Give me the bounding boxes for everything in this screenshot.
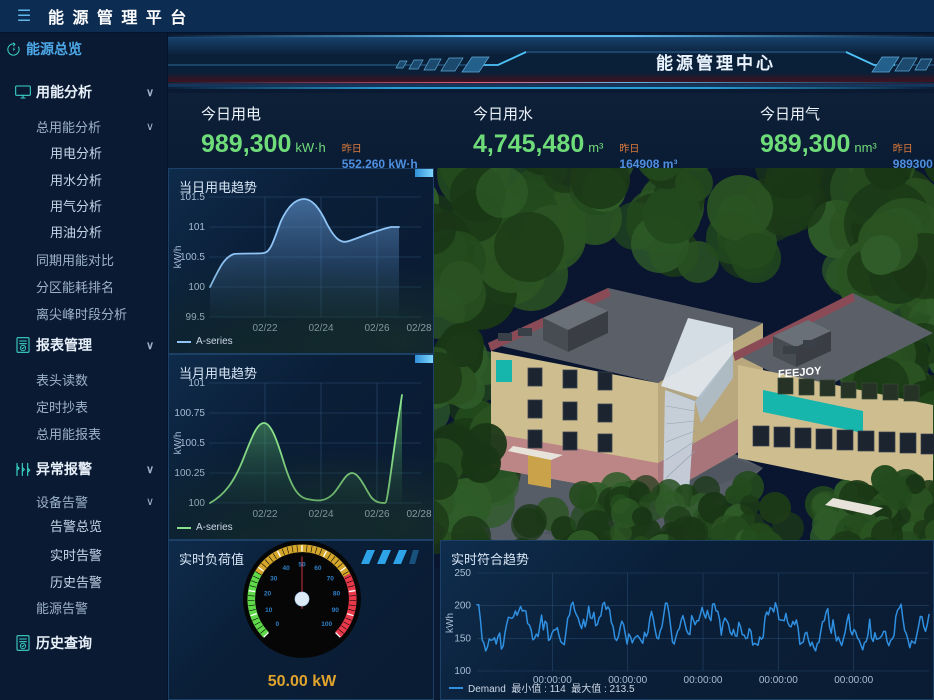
svg-text:250: 250 bbox=[454, 568, 471, 579]
svg-text:60: 60 bbox=[314, 565, 322, 572]
svg-text:0: 0 bbox=[275, 621, 279, 628]
svg-text:40: 40 bbox=[283, 565, 291, 572]
svg-text:00:00:00: 00:00:00 bbox=[834, 675, 873, 686]
svg-text:100.75: 100.75 bbox=[174, 408, 205, 419]
svg-text:70: 70 bbox=[327, 576, 335, 583]
svg-text:100: 100 bbox=[454, 666, 471, 677]
svg-text:200: 200 bbox=[454, 601, 471, 612]
svg-text:30: 30 bbox=[270, 576, 278, 583]
svg-text:90: 90 bbox=[332, 607, 340, 614]
svg-text:kWh: kWh bbox=[445, 613, 456, 633]
svg-text:00:00:00: 00:00:00 bbox=[684, 675, 723, 686]
svg-text:100: 100 bbox=[321, 621, 332, 628]
svg-text:00:00:00: 00:00:00 bbox=[759, 675, 798, 686]
svg-text:10: 10 bbox=[265, 607, 273, 614]
svg-text:80: 80 bbox=[333, 591, 341, 598]
svg-text:150: 150 bbox=[454, 633, 471, 644]
svg-text:20: 20 bbox=[264, 591, 272, 598]
svg-text:101: 101 bbox=[188, 222, 205, 233]
